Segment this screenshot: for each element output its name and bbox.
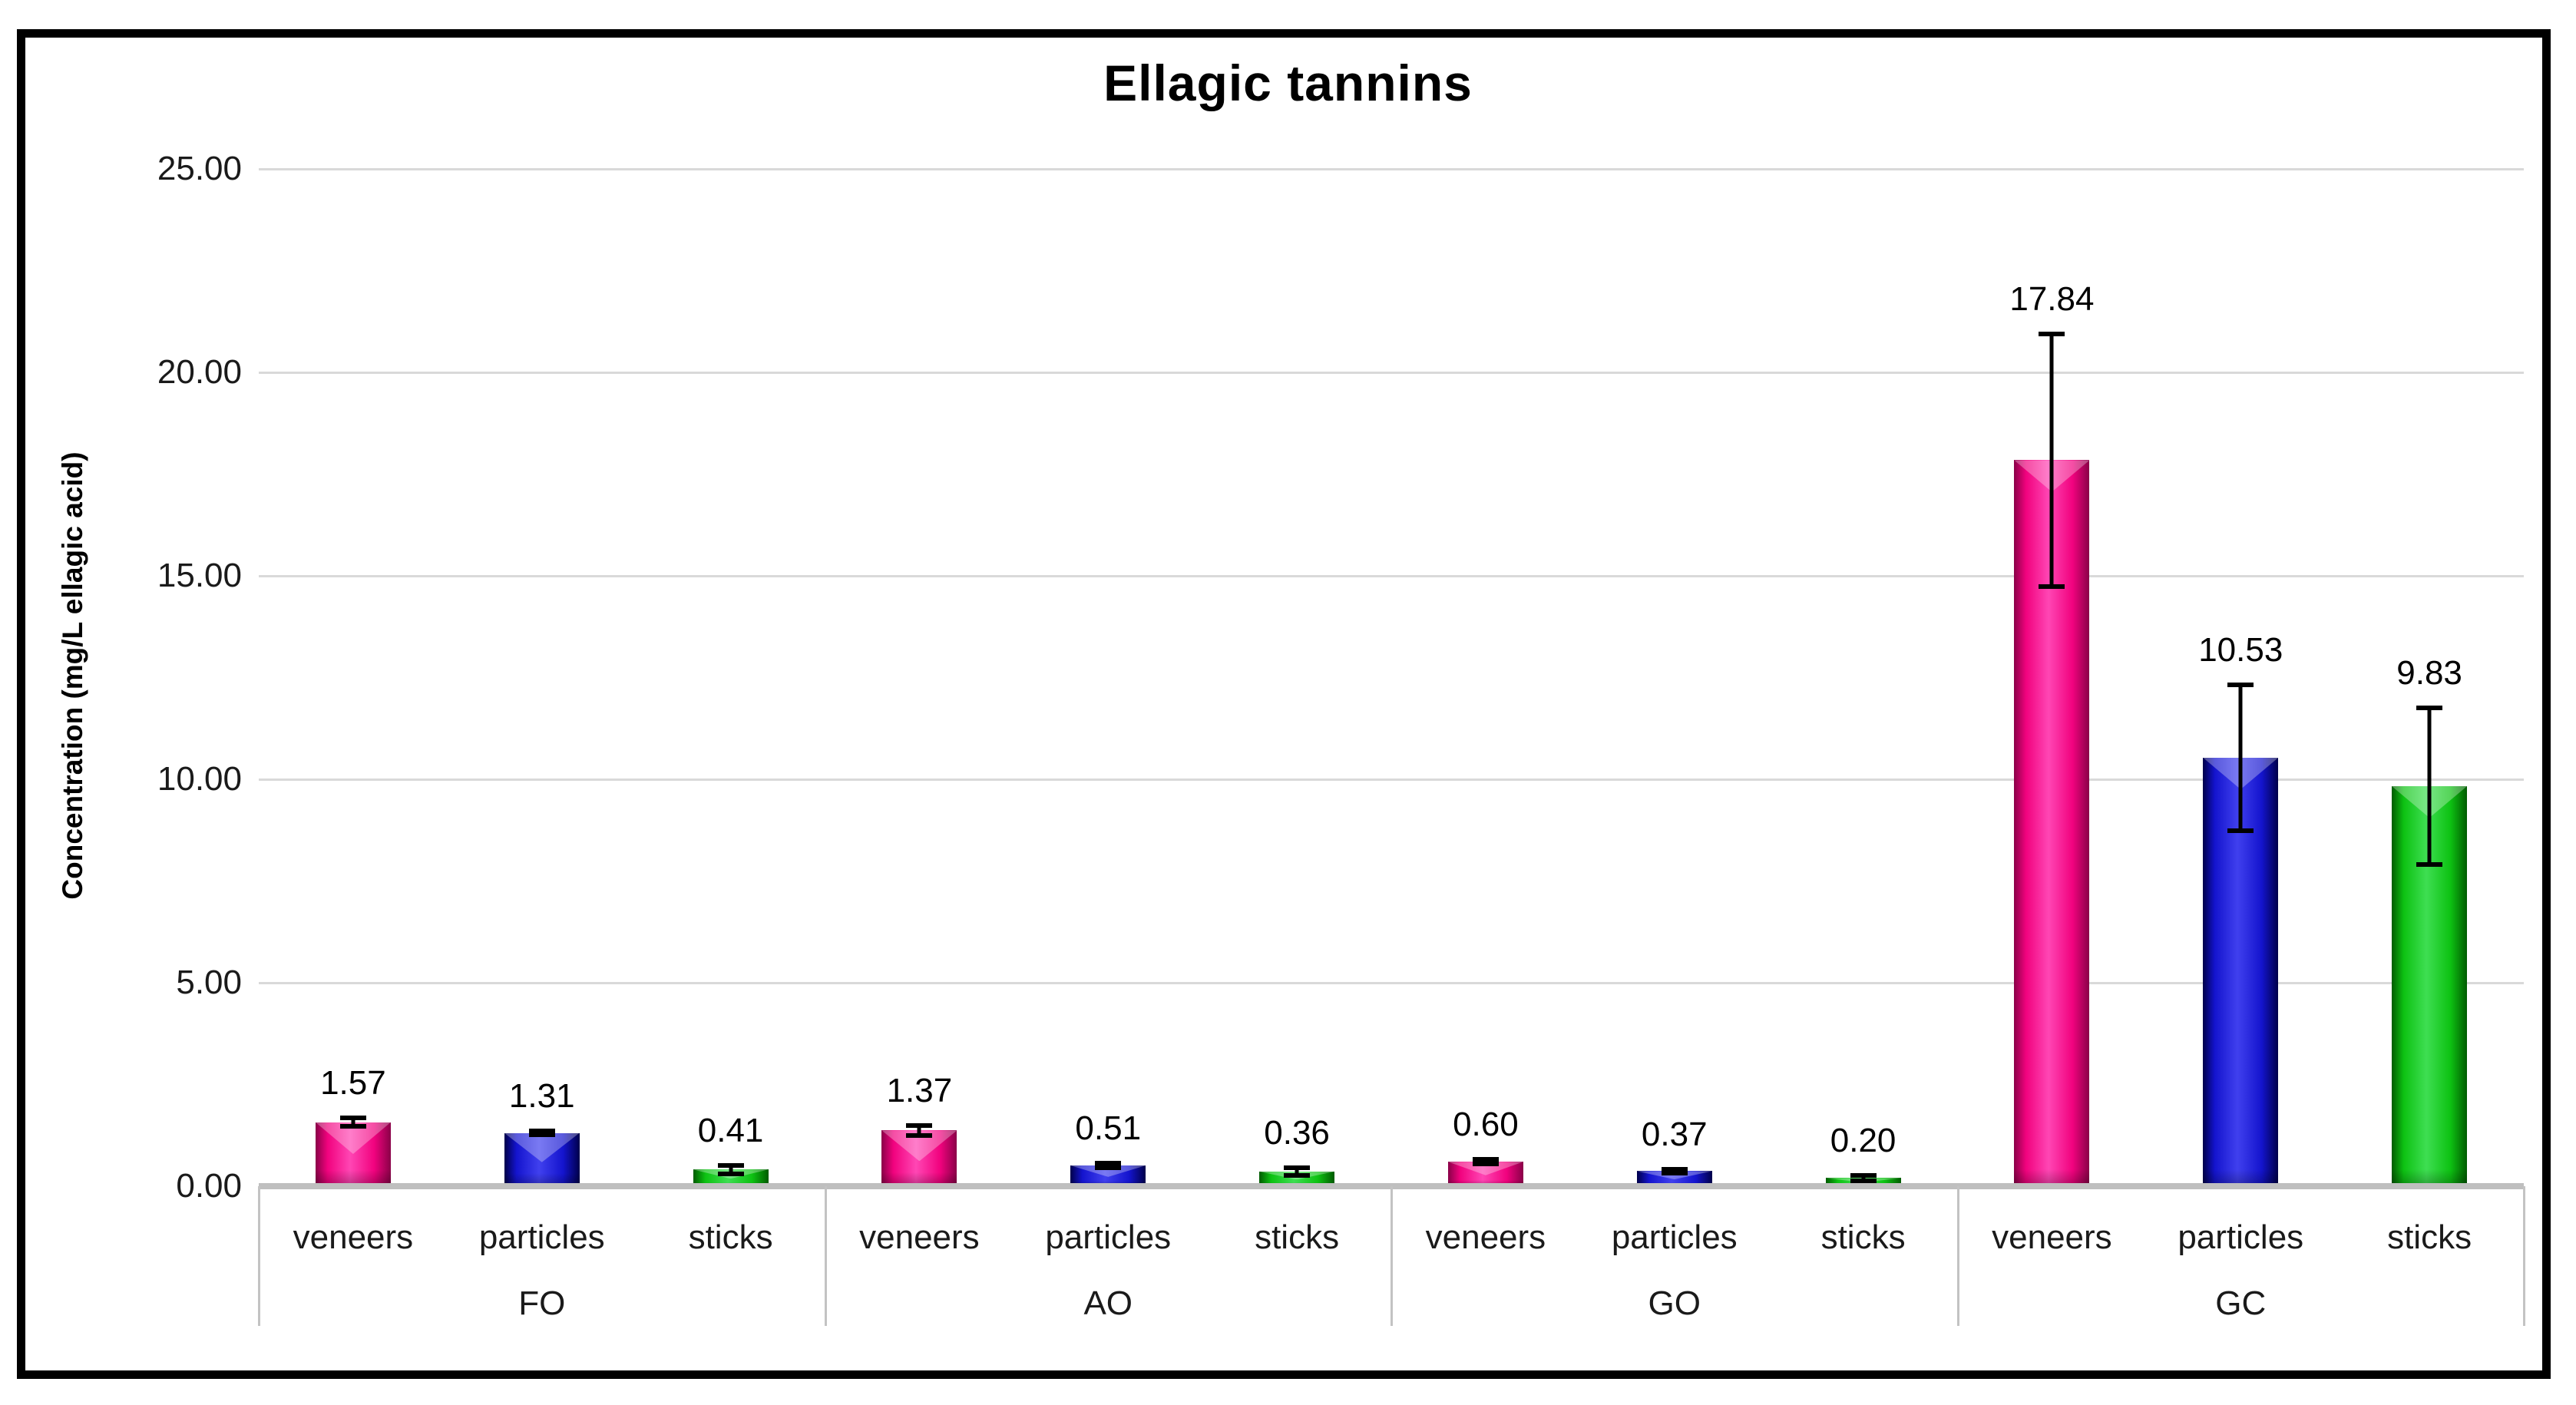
error-bar-cap	[906, 1122, 933, 1128]
error-bar-cap	[717, 1171, 744, 1176]
gridline	[259, 982, 2524, 984]
data-label: 1.31	[508, 1076, 575, 1115]
error-bar-cap	[1284, 1172, 1311, 1178]
data-label: 1.57	[320, 1064, 386, 1103]
error-bar	[1861, 1175, 1866, 1182]
category-label: veneers	[1425, 1218, 1546, 1256]
data-label: 0.41	[697, 1111, 764, 1149]
group-label-AO: AO	[1083, 1284, 1133, 1322]
gridline	[259, 779, 2524, 781]
category-label: particles	[2178, 1218, 2304, 1256]
category-label: particles	[1611, 1218, 1738, 1256]
error-bar-cap	[339, 1124, 366, 1129]
category-label: sticks	[1255, 1218, 1340, 1256]
y-tick-label: 25.00	[157, 150, 242, 187]
data-label: 0.51	[1075, 1109, 1142, 1148]
error-bar-cap	[2416, 862, 2443, 868]
y-tick-label: 20.00	[157, 353, 242, 391]
error-bar-cap	[1472, 1157, 1499, 1162]
bar-bottom-shade	[2392, 1169, 2468, 1186]
gridline	[259, 372, 2524, 374]
bar-bottom-shade	[2014, 1169, 2090, 1186]
error-bar-cap	[1661, 1171, 1688, 1176]
y-tick-label: 15.00	[157, 557, 242, 594]
error-bar	[351, 1118, 355, 1127]
error-bar-cap	[1661, 1166, 1688, 1172]
error-bar	[1295, 1168, 1299, 1175]
error-bar-cap	[2039, 583, 2065, 589]
bar-bottom-shade	[504, 1172, 580, 1186]
data-label: 0.60	[1453, 1106, 1519, 1144]
y-tick-label: 0.00	[176, 1167, 242, 1205]
bar-bottom-shade	[315, 1170, 391, 1186]
data-label: 9.83	[2396, 653, 2462, 692]
error-bar-cap	[2227, 682, 2254, 687]
group-label-FO: FO	[518, 1284, 566, 1322]
y-tick-label: 5.00	[176, 964, 242, 1001]
category-label: sticks	[1820, 1218, 1906, 1256]
bar-bottom-shade	[881, 1172, 957, 1186]
plot-area: 1.57 1.31 0.41 1.37 0.51 0.36 0.60 0.37 0.20 17.8…	[259, 168, 2524, 1186]
error-bar	[2427, 707, 2432, 865]
category-label: sticks	[688, 1218, 773, 1256]
error-bar-cap	[1095, 1165, 1122, 1170]
data-label: 0.37	[1641, 1115, 1708, 1153]
category-label: veneers	[859, 1218, 980, 1256]
bar-top-bevel	[504, 1132, 580, 1162]
category-label: sticks	[2387, 1218, 2472, 1256]
error-bar-cap	[1850, 1179, 1877, 1184]
error-bar-cap	[1095, 1161, 1122, 1166]
bar-AO-veneers	[881, 1130, 957, 1186]
error-bar	[729, 1165, 733, 1174]
error-bar-cap	[2039, 332, 2065, 337]
error-bar-cap	[1850, 1172, 1877, 1178]
error-bar	[917, 1125, 921, 1136]
gridline	[259, 168, 2524, 170]
category-separator	[258, 1186, 260, 1326]
data-label: 0.36	[1264, 1114, 1330, 1152]
error-bar-cap	[339, 1116, 366, 1121]
error-bar	[2049, 334, 2054, 587]
chart-title: Ellagic tannins	[1103, 55, 1473, 111]
data-label: 10.53	[2198, 630, 2283, 669]
bar-FO-veneers	[315, 1122, 391, 1186]
category-label: particles	[478, 1218, 605, 1256]
category-label: veneers	[1992, 1218, 2112, 1256]
error-bar-cap	[717, 1162, 744, 1168]
category-separator	[824, 1186, 827, 1326]
error-bar-cap	[1284, 1165, 1311, 1171]
data-label: 0.20	[1830, 1121, 1896, 1159]
y-axis-title-text: Concentration (mg/L ellagic acid)	[57, 451, 88, 900]
error-bar	[1483, 1159, 1488, 1165]
category-label: veneers	[293, 1218, 414, 1256]
category-label: particles	[1045, 1218, 1172, 1256]
data-label: 1.37	[886, 1071, 953, 1109]
category-separator	[1391, 1186, 1393, 1326]
bar-bottom-shade	[2203, 1169, 2279, 1186]
error-bar-cap	[528, 1128, 555, 1133]
figure-border	[17, 29, 2551, 1379]
group-label-GO: GO	[1648, 1284, 1701, 1322]
error-bar-cap	[528, 1132, 555, 1138]
error-bar-cap	[906, 1133, 933, 1139]
error-bar-cap	[2416, 705, 2443, 710]
bar-FO-particles	[504, 1132, 580, 1186]
error-bar	[2238, 684, 2243, 831]
group-label-GC: GC	[2215, 1284, 2267, 1322]
gridline	[259, 575, 2524, 577]
category-separator	[2523, 1186, 2525, 1326]
category-separator	[1956, 1186, 1959, 1326]
error-bar-cap	[1472, 1162, 1499, 1167]
error-bar-cap	[2227, 828, 2254, 834]
data-label: 17.84	[2009, 280, 2095, 319]
y-tick-label: 10.00	[157, 760, 242, 798]
